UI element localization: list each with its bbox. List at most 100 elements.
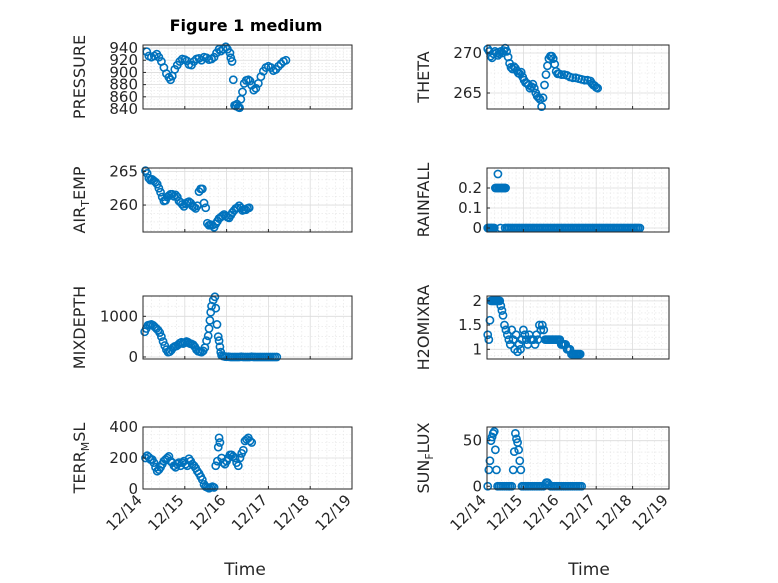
sun-flux-xtick-label: 12/19	[629, 491, 672, 534]
pressure-point	[209, 52, 219, 62]
mixdepth-point	[213, 332, 223, 342]
sun-flux-point	[487, 432, 497, 442]
theta-point	[580, 75, 589, 85]
h2omixra-point	[516, 344, 525, 354]
terr-msl-point	[214, 433, 224, 443]
pressure-point	[235, 103, 244, 113]
pressure-ytick-label: 940	[109, 39, 138, 57]
rainfall-ytick-label: 0.2	[458, 179, 482, 197]
pressure-point	[251, 83, 261, 93]
terr-msl-ytick-label: 0	[128, 480, 138, 498]
h2omixra-point	[495, 296, 505, 306]
x-axis-label-left: Time	[223, 560, 266, 580]
h2omixra-frame	[486, 295, 670, 360]
sun-flux-xtick-label: 12/17	[556, 491, 599, 534]
air-temp-frame	[142, 167, 353, 233]
theta-point	[516, 67, 526, 77]
rainfall-ytick-label: 0.1	[458, 199, 482, 217]
figure-title: Figure 1 medium	[170, 16, 323, 35]
h2omixra-point	[500, 320, 509, 330]
h2omixra-ytick-label: 1.5	[458, 316, 482, 334]
terr-msl-point	[209, 483, 219, 492]
terr-msl-xtick-label: 12/18	[270, 491, 313, 534]
air-temp-point	[197, 184, 207, 194]
sun-flux-ylabel: SUNFLUX	[414, 422, 436, 493]
pressure-ylabel: PRESSURE	[70, 35, 89, 119]
rainfall-ylabel: RAINFALL	[414, 163, 433, 238]
pressure-point	[228, 75, 238, 85]
mixdepth-ylabel: MIXDEPTH	[70, 286, 89, 369]
sun-flux-point	[492, 465, 501, 475]
sun-flux-xtick-label: 12/14	[447, 491, 490, 534]
air-temp-ylabel: AIRTEMP	[70, 166, 92, 233]
terr-msl-point	[233, 461, 243, 471]
pressure-point	[238, 87, 247, 97]
mixdepth-ytick-label: 0	[128, 348, 138, 366]
pressure-point	[281, 55, 291, 65]
h2omixra-ytick-label: 1	[472, 340, 482, 358]
pressure-point	[154, 52, 164, 62]
sun-flux-frame	[486, 426, 670, 490]
x-axis-label-right: Time	[567, 560, 610, 580]
sun-flux-point	[516, 465, 526, 475]
sun-flux-point	[509, 447, 519, 457]
air-temp-point	[142, 168, 152, 178]
theta-point	[502, 47, 512, 56]
theta-ylabel: THETA	[414, 51, 433, 103]
theta-point	[568, 73, 578, 83]
terr-msl-point	[235, 453, 245, 463]
sun-flux-point	[483, 481, 493, 491]
mixdepth-point	[204, 324, 214, 333]
theta-axes: 265 270 THETA	[414, 43, 670, 111]
pressure-ytick-label: 880	[109, 76, 138, 94]
mixdepth-point	[214, 336, 224, 346]
sun-flux-point	[577, 481, 587, 491]
h2omixra-axes: 1 1.5 2 H2OMIXRA	[414, 285, 670, 370]
h2omixra-point	[497, 306, 507, 315]
pressure-point	[245, 76, 255, 86]
rainfall-point	[501, 183, 510, 193]
terr-msl-point	[197, 475, 207, 485]
sun-flux-xtick-label: 12/18	[592, 491, 635, 534]
h2omixra-ytick-label: 2	[472, 292, 482, 310]
sun-flux-point	[490, 445, 500, 455]
mixdepth-point	[212, 320, 222, 329]
mixdepth-point	[215, 342, 225, 352]
h2omixra-point	[539, 325, 549, 335]
air-temp-ytick-label: 260	[109, 196, 138, 214]
air-temp-axes: 260 265 AIRTEMP	[70, 162, 353, 234]
terr-msl-point	[245, 436, 255, 446]
terr-msl-point	[215, 438, 225, 447]
mixdepth-point	[205, 315, 215, 325]
theta-point	[541, 70, 551, 79]
theta-frame	[486, 44, 670, 110]
h2omixra-point	[519, 325, 528, 335]
theta-point	[537, 102, 546, 111]
terr-msl-point	[238, 445, 248, 455]
h2omixra-point	[502, 330, 512, 340]
h2omixra-point	[498, 310, 508, 320]
pressure-ytick-label: 920	[109, 51, 138, 69]
sun-flux-xtick-label: 12/16	[519, 491, 562, 534]
h2omixra-point	[575, 349, 585, 359]
mixdepth-point	[156, 332, 166, 342]
theta-ytick-label: 265	[453, 84, 482, 102]
theta-point	[548, 54, 558, 63]
mixdepth-ytick-label: 1000	[100, 307, 138, 325]
pressure-point	[225, 48, 235, 58]
theta-ytick-label: 270	[453, 44, 482, 62]
sun-flux-xtick-label: 12/15	[483, 491, 526, 534]
air-temp-point	[169, 191, 179, 201]
terr-msl-xtick-label: 12/19	[312, 491, 355, 534]
pressure-point	[227, 57, 237, 66]
mixdepth-point	[155, 328, 165, 337]
mixdepth-point	[210, 292, 220, 302]
h2omixra-point	[532, 330, 541, 340]
terr-msl-xtick-label: 12/15	[144, 491, 187, 534]
sun-flux-point	[510, 428, 520, 438]
mixdepth-frame	[142, 295, 353, 360]
theta-point	[557, 70, 567, 79]
